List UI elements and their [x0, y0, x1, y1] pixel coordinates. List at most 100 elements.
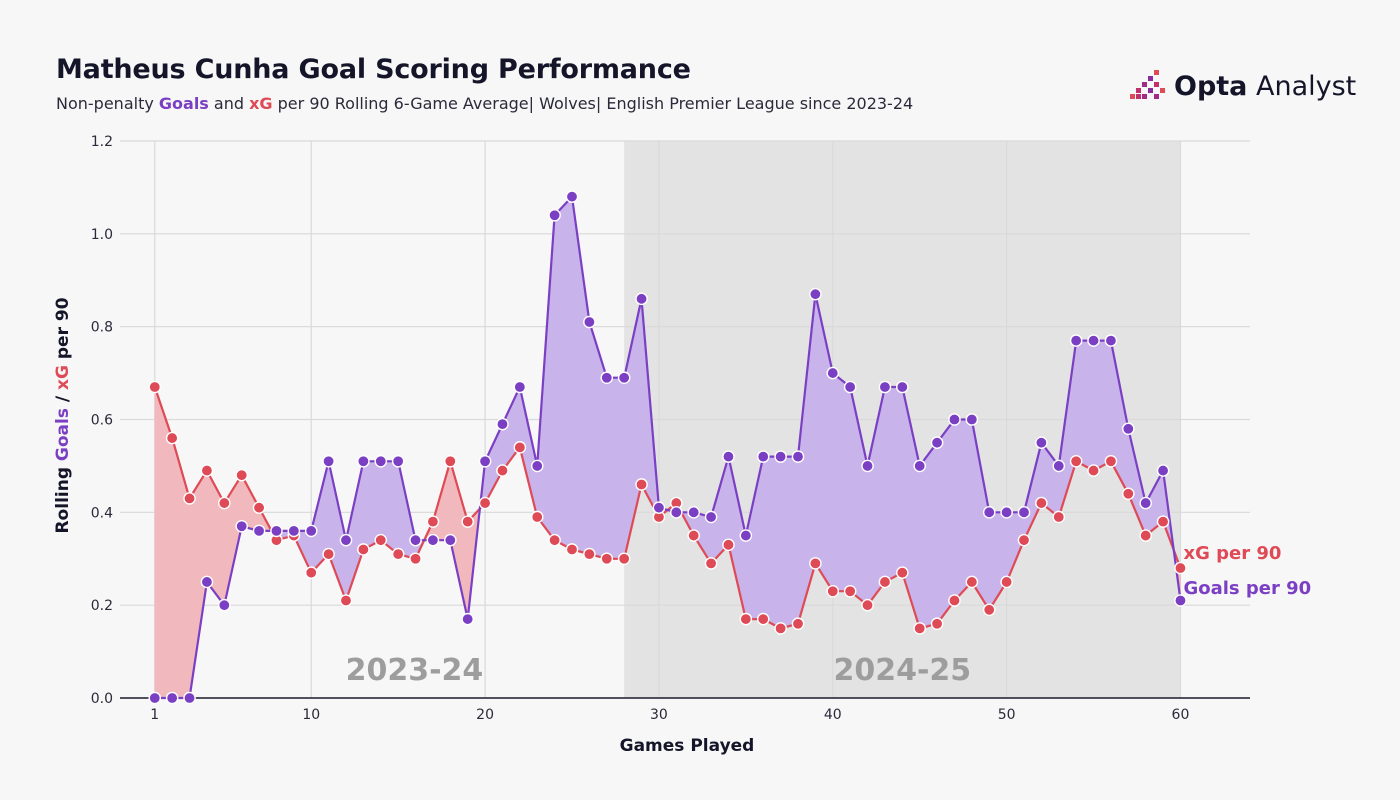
goals-point	[756, 450, 770, 463]
goals-point	[513, 380, 527, 394]
xg-point	[200, 464, 214, 477]
y-tick-label: 0.2	[91, 598, 113, 614]
xg-point	[1035, 496, 1048, 510]
xg-point	[530, 510, 544, 524]
xg-point	[496, 464, 509, 477]
goals-point	[218, 598, 231, 612]
xg-point	[461, 515, 474, 528]
goals-point	[913, 459, 926, 473]
goals-point	[843, 380, 857, 394]
xg-point	[304, 566, 318, 579]
goals-point	[1139, 496, 1152, 510]
goals-point	[635, 292, 648, 306]
goals-point	[878, 380, 892, 394]
goals-point	[200, 575, 214, 589]
goals-point	[252, 524, 266, 538]
logo-brand-light: Analyst	[1247, 70, 1357, 102]
xg-point	[252, 501, 266, 514]
goals-point	[791, 450, 805, 463]
goals-point	[565, 190, 579, 203]
xg-point	[913, 622, 926, 635]
goals-point	[982, 506, 996, 519]
xg-point	[165, 431, 179, 445]
goals-point	[183, 691, 196, 705]
goals-point	[496, 417, 509, 431]
area-fill-segment	[1075, 340, 1094, 472]
xg-point	[896, 566, 909, 579]
xg-point	[1052, 510, 1066, 524]
xg-point	[948, 594, 961, 607]
xg-point	[1156, 515, 1170, 528]
xg-point	[218, 496, 231, 510]
subtitle-and: and	[208, 94, 250, 113]
xg-point	[583, 547, 596, 561]
goals-point	[339, 533, 353, 547]
season-label: 2024-25	[833, 653, 971, 688]
goals-point	[1087, 334, 1100, 347]
goals-point	[530, 459, 544, 473]
y-axis-label: Rolling Goals / xG per 90	[53, 297, 73, 533]
goals-point	[687, 506, 700, 519]
xg-point	[478, 496, 492, 510]
xg-point	[791, 617, 805, 631]
goals-point	[548, 208, 561, 222]
goals-point	[704, 510, 718, 524]
goals-point	[1104, 334, 1118, 347]
area-fill-segment	[171, 437, 190, 699]
goals-point	[270, 524, 283, 538]
goals-point	[357, 454, 370, 468]
y-axis-label-part: per 90	[53, 297, 73, 365]
xg-point	[357, 543, 370, 556]
xg-point	[513, 441, 527, 454]
y-tick-label: 1.2	[91, 134, 113, 150]
goals-point	[322, 454, 335, 468]
xg-point	[722, 538, 735, 552]
area-fill-segment	[762, 456, 781, 629]
goals-point	[583, 315, 596, 329]
subtitle-xg: xG	[249, 94, 273, 113]
y-tick-label: 1.0	[91, 227, 113, 243]
xg-point	[1087, 464, 1100, 477]
area-fill-segment	[936, 418, 955, 625]
xg-point	[1017, 533, 1031, 547]
series-label-goals: Goals per 90	[1183, 578, 1311, 599]
page-title: Matheus Cunha Goal Scoring Performance	[56, 54, 691, 85]
area-fill-segment	[832, 372, 851, 592]
x-tick-label: 10	[302, 707, 320, 723]
goals-point	[739, 529, 753, 542]
goals-point	[1122, 422, 1135, 436]
xg-point	[391, 547, 405, 561]
x-tick-label: 1	[150, 707, 159, 723]
y-axis-label-part: Goals	[53, 408, 73, 461]
goals-point	[617, 371, 631, 385]
series-label-xg: xG per 90	[1183, 543, 1281, 564]
xg-point	[148, 380, 162, 394]
xg-point	[1000, 575, 1013, 589]
goals-point	[722, 450, 735, 463]
goals-point	[1017, 506, 1031, 519]
goals-point	[391, 454, 405, 468]
xg-point	[843, 584, 857, 598]
season-label: 2023-24	[346, 653, 484, 688]
goals-point	[670, 506, 683, 519]
xg-point	[183, 492, 196, 505]
xg-point	[826, 584, 840, 598]
y-tick-label: 0.6	[91, 413, 113, 429]
x-axis-label: Games Played	[620, 736, 755, 756]
x-tick-label: 40	[824, 707, 842, 723]
xg-point	[930, 617, 944, 631]
xg-point	[635, 478, 648, 491]
goals-point	[1069, 334, 1083, 347]
y-axis-label-part: /	[53, 390, 73, 408]
goals-point	[600, 371, 614, 385]
xg-point	[704, 557, 718, 570]
xg-point	[1069, 454, 1083, 468]
xg-point	[339, 594, 353, 607]
subtitle-goals: Goals	[158, 94, 209, 113]
y-tick-label: 0.0	[91, 691, 113, 707]
goals-point	[1174, 594, 1187, 607]
xg-point	[1122, 487, 1135, 501]
x-tick-label: 30	[650, 707, 668, 723]
xg-point	[861, 598, 874, 612]
goals-point	[930, 436, 944, 450]
